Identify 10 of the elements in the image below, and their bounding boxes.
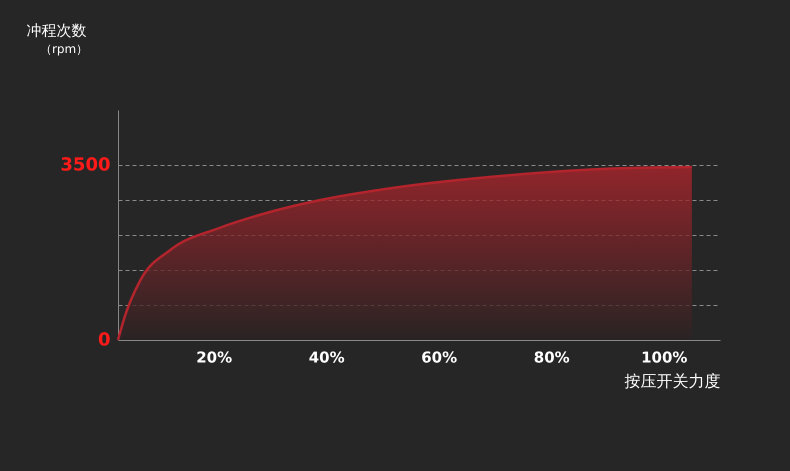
x-axis-title: 按压开关力度 (624, 372, 720, 390)
text: （rpm） (40, 42, 88, 56)
y-axis-title: 冲程次数 (26, 22, 86, 40)
x-tick-label: 40% (308, 348, 345, 366)
x-tick-label: 20% (196, 348, 232, 366)
x-tick-label: 100% (641, 348, 688, 366)
y-tick-label: 3500 (60, 154, 110, 176)
x-tick-label: 60% (421, 348, 458, 366)
y-tick-label: 0 (98, 330, 110, 350)
x-tick-label: 80% (534, 348, 570, 366)
